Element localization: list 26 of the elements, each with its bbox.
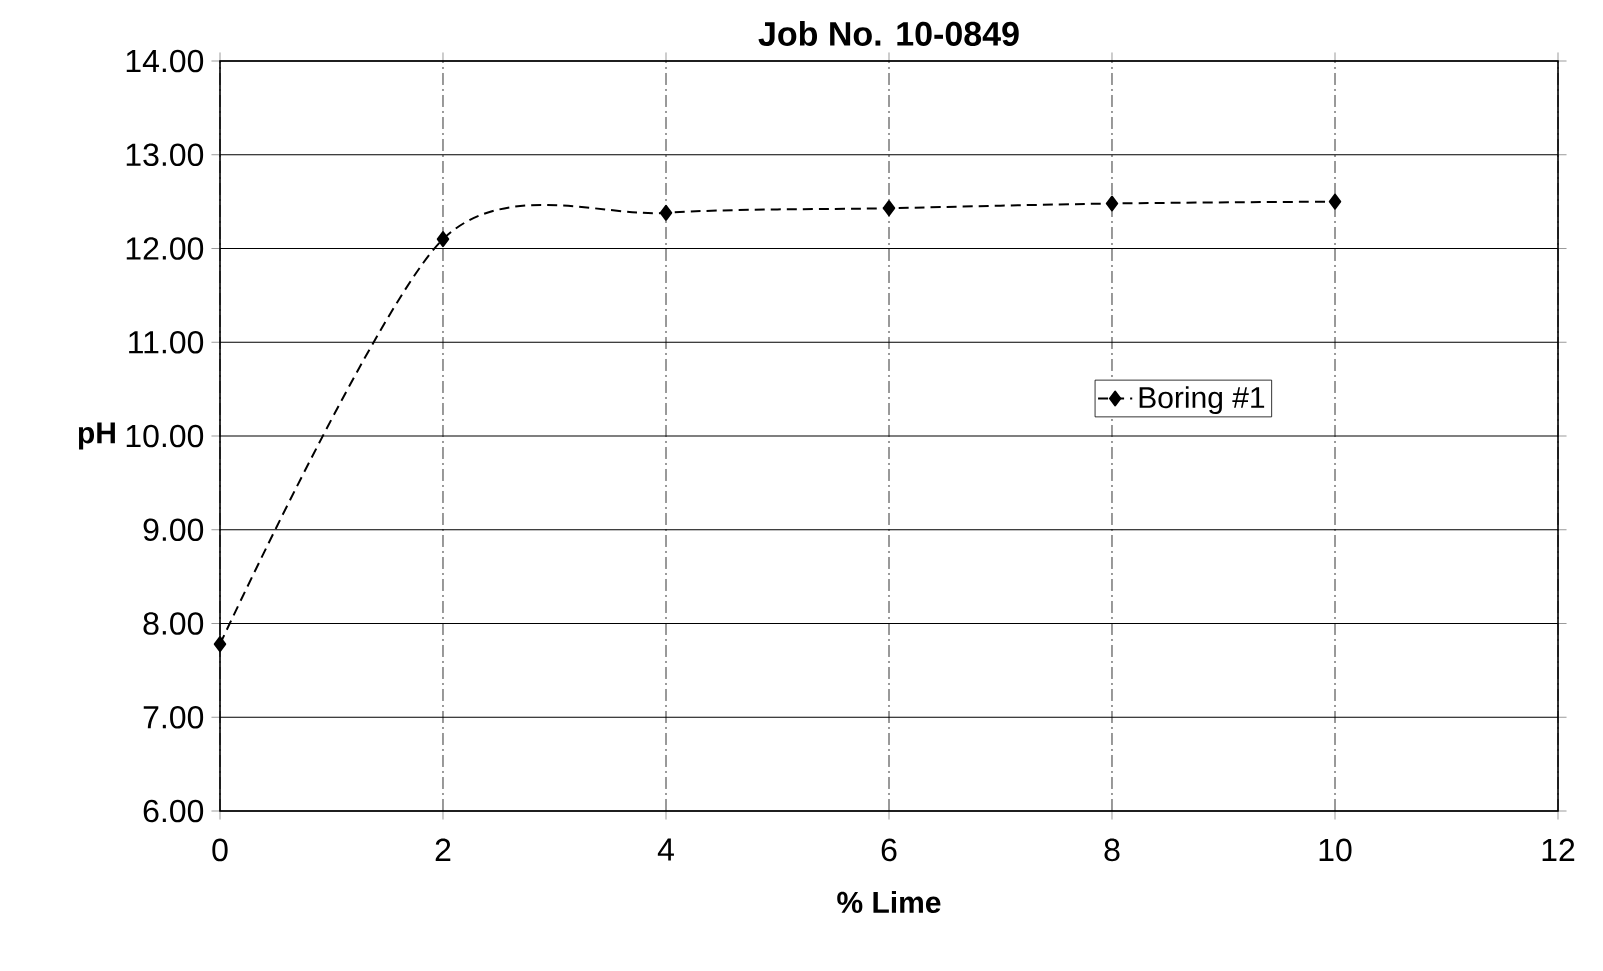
y-tick-label: 9.00 [143, 518, 204, 542]
y-tick-label: 14.00 [126, 49, 204, 73]
y-tick-label: 6.00 [143, 799, 204, 823]
y-tick-label: 7.00 [143, 705, 204, 729]
y-axis-title: pH [78, 422, 115, 450]
point [882, 200, 896, 217]
y-tick-label: 13.00 [126, 143, 204, 167]
point [1328, 193, 1342, 210]
legend-label: Boring #1 [1139, 386, 1265, 415]
y-tick-label: 12.00 [126, 237, 204, 260]
x-tick-label: 0 [212, 838, 228, 862]
x-tick-label: 4 [657, 838, 674, 861]
point [436, 231, 450, 248]
y-tick-label: 8.00 [143, 612, 204, 635]
x-axis-title: % Lime [837, 891, 941, 914]
x-tick-label: 6 [881, 838, 897, 862]
y-tick-label: 11.00 [129, 330, 204, 354]
x-tick-label: 2 [435, 838, 451, 861]
x-tick-label: 12 [1542, 838, 1575, 861]
chart-title: Job No. 10-0849 [758, 20, 1019, 46]
point [659, 204, 673, 221]
y-tick-label: 10.00 [126, 424, 204, 448]
x-tick-label: 10 [1319, 838, 1352, 862]
point [213, 636, 227, 653]
x-tick-label: 8 [1104, 838, 1120, 862]
point [1105, 195, 1119, 212]
